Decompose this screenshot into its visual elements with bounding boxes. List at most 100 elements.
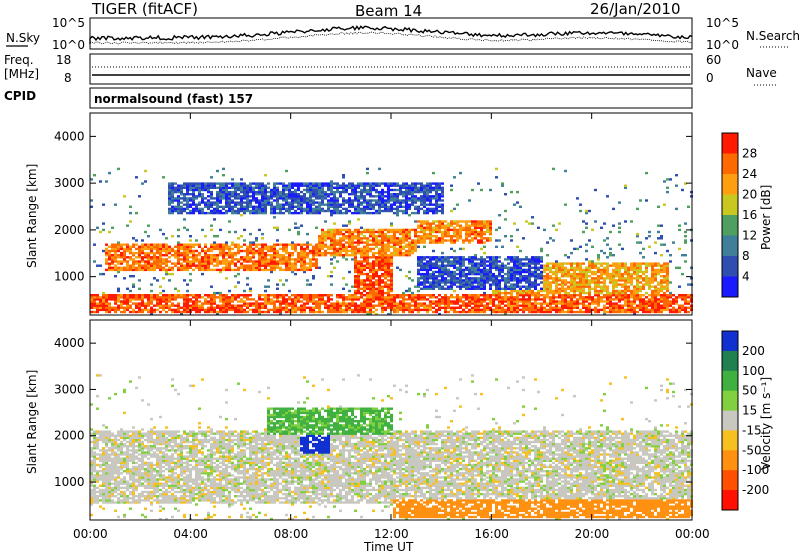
power-cell: [387, 199, 390, 202]
power-cell: [183, 254, 186, 257]
power-cell: [411, 190, 414, 194]
power-cell: [516, 306, 519, 309]
power-cell: [171, 272, 174, 276]
power-cell: [564, 254, 567, 257]
power-cell: [468, 266, 471, 269]
power-cell: [135, 298, 138, 301]
power-cell: [360, 294, 363, 297]
power-cell: [303, 249, 306, 253]
power-cell: [129, 205, 132, 208]
power-cell: [576, 298, 579, 301]
power-cell: [276, 207, 279, 211]
power-cell: [507, 287, 510, 290]
power-cell: [234, 197, 237, 200]
power-cell: [366, 260, 369, 263]
power-cell: [138, 254, 141, 257]
power-cell: [381, 268, 384, 272]
power-cell: [339, 308, 342, 312]
power-cell: [486, 294, 489, 297]
power-cell: [585, 281, 588, 284]
power-cell: [456, 203, 459, 206]
power-cell: [186, 201, 189, 204]
power-cell: [492, 310, 495, 314]
power-cell: [561, 283, 564, 286]
power-cell: [429, 209, 432, 213]
power-cell: [360, 193, 363, 196]
power-cell: [456, 222, 459, 225]
power-cell: [279, 294, 282, 297]
power-cell: [537, 277, 540, 280]
power-cell: [345, 298, 348, 301]
power-cell: [300, 199, 303, 202]
power-cell: [282, 256, 285, 259]
power-cell: [213, 258, 216, 261]
power-cell: [411, 239, 414, 242]
power-cell: [258, 188, 261, 192]
power-cell: [294, 300, 297, 303]
power-cell: [375, 268, 378, 272]
power-cell: [168, 207, 171, 211]
power-cell: [342, 294, 345, 297]
power-cell: [138, 262, 141, 265]
power-cell: [471, 188, 474, 192]
power-cell: [330, 298, 333, 301]
power-cell: [567, 285, 570, 288]
power-cell: [279, 310, 282, 314]
power-cell: [198, 308, 201, 312]
power-cell: [207, 296, 210, 299]
power-cell: [144, 245, 147, 248]
power-cell: [189, 256, 192, 259]
power-cell: [423, 186, 426, 189]
power-cell: [375, 294, 378, 297]
power-cell: [336, 205, 339, 208]
power-cell: [276, 296, 279, 299]
power-cell: [192, 302, 195, 305]
power-cell: [318, 294, 321, 297]
power-cell: [330, 205, 333, 208]
power-cell: [534, 270, 537, 274]
power-cell: [525, 304, 528, 307]
power-cell: [375, 308, 378, 312]
power-cell: [282, 298, 285, 301]
power-cell: [207, 205, 210, 208]
power-cell: [249, 232, 252, 236]
power-cell: [129, 245, 132, 248]
power-cell: [477, 182, 480, 185]
power-cell: [567, 291, 570, 295]
power-cell: [588, 296, 591, 299]
power-cell: [510, 277, 513, 280]
power-cell: [510, 270, 513, 274]
power-cell: [453, 228, 456, 232]
power-cell: [186, 205, 189, 208]
power-cell: [477, 294, 480, 297]
power-cell: [432, 239, 435, 242]
freq-unit: [MHz]: [4, 67, 39, 81]
power-cell: [363, 209, 366, 213]
power-cell: [441, 230, 444, 234]
power-cell: [252, 190, 255, 194]
power-cell: [342, 243, 345, 246]
power-cell: [162, 306, 165, 309]
power-cell: [582, 262, 585, 265]
power-cell: [516, 304, 519, 307]
power-cell: [396, 199, 399, 202]
power-cell: [216, 201, 219, 204]
power-cell: [240, 304, 243, 307]
power-cell: [381, 279, 384, 282]
power-cell: [276, 249, 279, 253]
power-cell: [399, 230, 402, 234]
power-cell: [462, 258, 465, 261]
power-cell: [252, 264, 255, 267]
power-cell: [558, 308, 561, 312]
power-cell: [390, 262, 393, 265]
power-cell: [438, 193, 441, 196]
power-cell: [156, 251, 159, 255]
power-cell: [426, 298, 429, 301]
power-cell: [168, 209, 171, 213]
power-cell: [291, 298, 294, 301]
power-cell: [330, 254, 333, 257]
power-cell: [390, 245, 393, 248]
power-cell: [468, 258, 471, 261]
power-cell: [516, 245, 519, 248]
power-cell: [561, 289, 564, 293]
